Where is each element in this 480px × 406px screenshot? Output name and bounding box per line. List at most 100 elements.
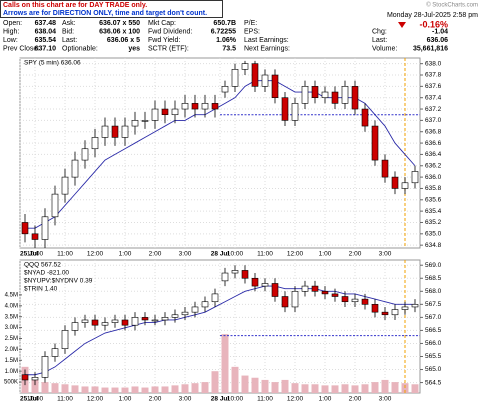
y-tick-label: 564.5: [425, 379, 442, 386]
y-tick-label: 567.0: [425, 314, 442, 321]
candle-body: [321, 91, 329, 99]
y-tick-label: 637.6: [425, 83, 442, 90]
candle-body: [291, 290, 299, 308]
candle-body: [51, 193, 59, 218]
y-tick-label: 637.2: [425, 106, 442, 113]
x-tick-label: 3:00: [179, 251, 192, 258]
x-tick-label: 1:00: [319, 396, 332, 403]
volume-bar: [231, 366, 239, 393]
candle-body: [131, 317, 139, 326]
volume-bar: [311, 384, 319, 393]
x-tick-label: 2:00: [149, 396, 162, 403]
candle-body: [151, 319, 159, 322]
quote-value: 636.06: [427, 37, 449, 44]
quote-value: 35,661,816: [413, 45, 448, 52]
volume-bar: [331, 385, 339, 393]
x-tick-label: 10:00: [27, 251, 44, 258]
candle-body: [241, 63, 249, 70]
volume-bar: [321, 385, 329, 393]
y-tick-label: 635.0: [425, 231, 442, 238]
candle-body: [391, 309, 399, 316]
volume-bar: [131, 386, 139, 393]
x-tick-label: 10:00: [27, 396, 44, 403]
volume-bar: [391, 382, 399, 393]
candle-body: [291, 103, 299, 121]
y2-tick-label: 500K: [4, 380, 18, 386]
volume-bar: [41, 382, 49, 393]
quote-label: SCTR (ETF):: [148, 45, 189, 52]
candle-body: [361, 298, 369, 305]
volume-bar: [121, 387, 129, 393]
candle-body: [61, 330, 69, 349]
candle-body: [161, 317, 169, 321]
candle-body: [261, 74, 269, 87]
quote-label: Mkt Cap:: [148, 20, 176, 27]
quote-value: 637.48: [35, 20, 57, 27]
candle-body: [281, 296, 289, 308]
quote-value: 638.04: [35, 28, 57, 35]
y-tick-label: 635.6: [425, 197, 442, 204]
candle-body: [51, 348, 59, 357]
candle-body: [181, 103, 189, 110]
y-tick-label: 635.2: [425, 219, 442, 226]
volume-bar: [191, 383, 199, 393]
notice-box: [0, 0, 223, 18]
volume-bar: [31, 379, 39, 393]
y-tick-label: 637.0: [425, 117, 442, 124]
quote-label: Bid:: [62, 28, 74, 35]
candle-body: [191, 103, 199, 110]
volume-bar: [371, 382, 379, 393]
x-tick-label: 2:00: [149, 251, 162, 258]
candle-body: [81, 148, 89, 161]
candle-body: [61, 176, 69, 195]
volume-bar: [101, 387, 109, 393]
x-tick-label: 1:00: [119, 251, 132, 258]
candle-body: [71, 322, 79, 331]
candle-body: [381, 159, 389, 178]
x-tick-label: 12:00: [287, 251, 304, 258]
quote-label: Chg:: [372, 28, 387, 35]
candle-body: [311, 86, 319, 99]
volume-bar: [201, 382, 209, 393]
volume-bar: [111, 387, 119, 393]
candle-body: [191, 306, 199, 313]
candle-body: [121, 125, 129, 138]
quote-label: Optionable:: [62, 45, 98, 52]
y-tick-label: 565.5: [425, 353, 442, 360]
candle-body: [281, 97, 289, 121]
candle-body: [121, 319, 129, 326]
candle-body: [211, 103, 219, 110]
volume-bar: [351, 385, 359, 393]
candle-body: [301, 285, 309, 292]
volume-bar: [211, 371, 219, 393]
candle-body: [221, 86, 229, 93]
candle-body: [111, 319, 119, 323]
quote-label: Volume:: [372, 45, 397, 52]
candle-body: [271, 283, 279, 297]
down-arrow: [398, 22, 406, 28]
candle-body: [91, 137, 99, 150]
notice-line: Arrows are for DIRECTION ONLY, time and …: [3, 10, 207, 17]
quote-value: 73.5: [222, 45, 236, 52]
legend-entry: $NYAD -821.00: [24, 270, 69, 277]
x-tick-label: 2:00: [349, 396, 362, 403]
candle-body: [101, 125, 109, 138]
x-tick-label: 28 Jul: [211, 396, 230, 403]
candle-body: [321, 290, 329, 295]
quote-label: EPS:: [244, 28, 260, 35]
quote-label: Prev Close:: [3, 45, 39, 52]
quote-label: Last:: [372, 37, 387, 44]
candle-body: [371, 304, 379, 313]
candle-body: [351, 86, 359, 110]
candle-body: [171, 314, 179, 318]
volume-bar: [291, 383, 299, 393]
y-tick-label: 636.0: [425, 174, 442, 181]
x-tick-label: 3:00: [379, 251, 392, 258]
quote-value: yes: [128, 45, 140, 52]
volume-bar: [401, 383, 409, 393]
candle-body: [411, 304, 419, 308]
y-tick-label: 637.4: [425, 94, 442, 101]
y2-tick-label: 1.0M: [5, 369, 18, 375]
quote-label: Low:: [3, 37, 18, 44]
x-tick-label: 3:00: [179, 396, 192, 403]
